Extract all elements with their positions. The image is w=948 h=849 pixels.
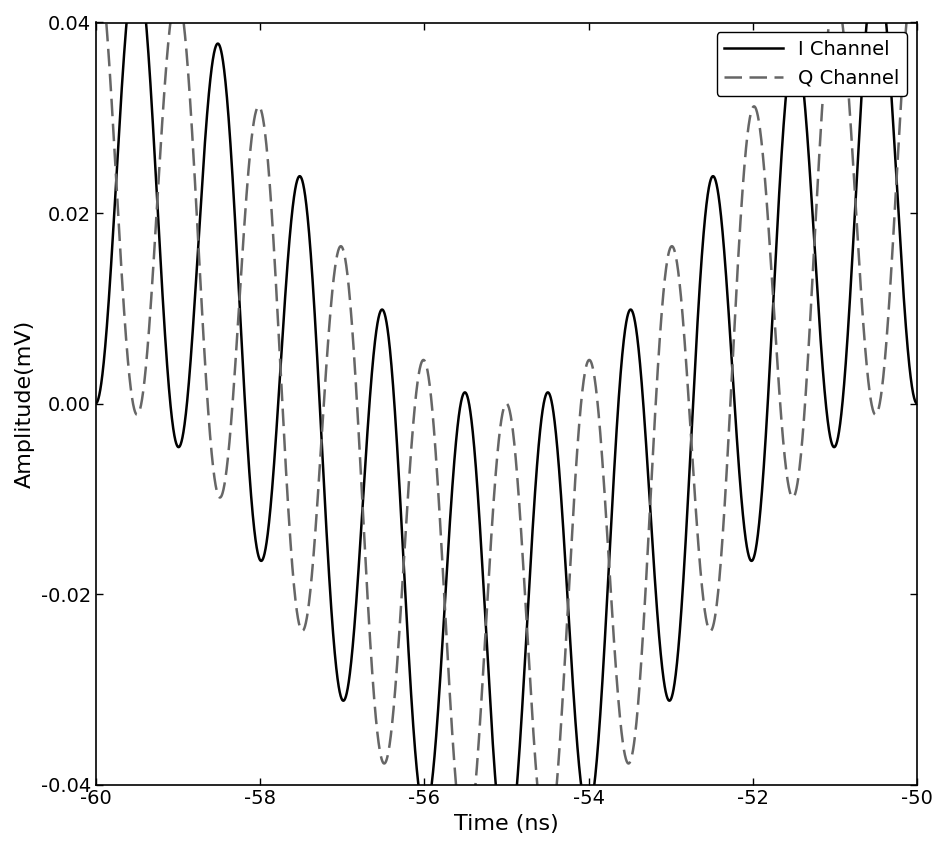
I Channel [239,396,250,406]
Q Channel [703,624,715,634]
I Channel [765,336,776,346]
Y-axis label: Amplitude(mV): Amplitude(mV) [15,319,35,487]
Q Channel [460,840,471,849]
Q Channel [625,757,636,767]
I Channel [911,398,922,408]
I Channel [703,183,715,194]
Q Channel [404,468,415,478]
I Channel [404,663,415,673]
Q Channel [239,212,250,222]
I Channel [625,305,636,315]
Line: I Channel: I Channel [96,0,917,849]
Line: Q Channel: Q Channel [96,0,917,845]
Legend: I Channel, Q Channel: I Channel, Q Channel [717,32,907,95]
I Channel [90,398,101,408]
I Channel [583,807,594,818]
X-axis label: Time (ns): Time (ns) [454,814,558,834]
Q Channel [583,356,594,366]
Q Channel [765,261,776,272]
